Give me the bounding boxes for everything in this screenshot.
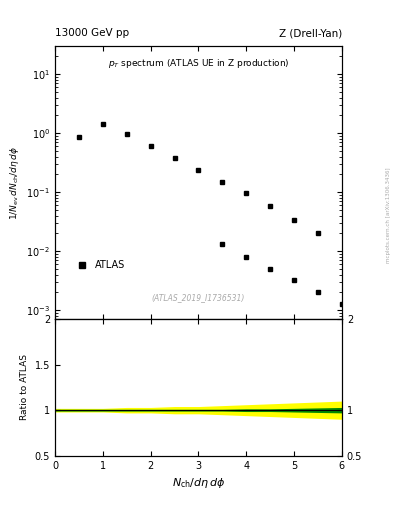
ATLAS <box>148 143 153 150</box>
ATLAS <box>244 190 249 197</box>
ATLAS <box>316 289 320 295</box>
ATLAS <box>268 203 273 209</box>
Line: ATLAS: ATLAS <box>77 121 393 365</box>
ATLAS <box>268 266 273 272</box>
X-axis label: $N_\mathregular{ch}/d\eta\,d\phi$: $N_\mathregular{ch}/d\eta\,d\phi$ <box>172 476 225 490</box>
Y-axis label: Ratio to ATLAS: Ratio to ATLAS <box>20 354 29 420</box>
ATLAS <box>77 134 81 140</box>
Legend: ATLAS: ATLAS <box>74 258 128 273</box>
Y-axis label: $1/N_\mathregular{ev}\,dN_\mathregular{ch}/d\eta\,d\phi$: $1/N_\mathregular{ev}\,dN_\mathregular{c… <box>7 145 20 220</box>
Text: $p_T$ spectrum (ATLAS UE in Z production): $p_T$ spectrum (ATLAS UE in Z production… <box>108 57 289 70</box>
ATLAS <box>292 277 296 283</box>
ATLAS <box>172 155 177 161</box>
ATLAS <box>292 217 296 223</box>
ATLAS <box>101 120 105 126</box>
Text: mcplots.cern.ch [arXiv:1306.3436]: mcplots.cern.ch [arXiv:1306.3436] <box>386 167 391 263</box>
ATLAS <box>125 132 129 138</box>
Text: 13000 GeV pp: 13000 GeV pp <box>55 28 129 38</box>
ATLAS <box>387 325 392 331</box>
ATLAS <box>220 179 225 185</box>
ATLAS <box>364 313 368 319</box>
Text: Z (Drell-Yan): Z (Drell-Yan) <box>279 28 342 38</box>
Text: (ATLAS_2019_I1736531): (ATLAS_2019_I1736531) <box>152 293 245 302</box>
ATLAS <box>244 254 249 260</box>
ATLAS <box>220 241 225 247</box>
ATLAS <box>316 230 320 237</box>
ATLAS <box>340 301 344 307</box>
ATLAS <box>196 166 201 173</box>
